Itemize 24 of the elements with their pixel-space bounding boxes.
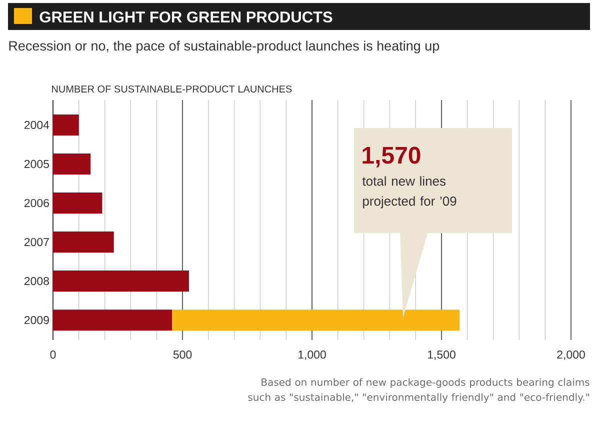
bar: [172, 310, 460, 331]
y-tick-label: 2005: [24, 160, 49, 168]
bar: [53, 114, 79, 136]
y-tick-label: 2009: [24, 316, 49, 324]
x-tick-label: 1,500: [428, 350, 456, 360]
y-tick-label: 2004: [24, 120, 50, 130]
bar: [53, 153, 91, 175]
y-tick-label: 2007: [24, 238, 49, 246]
bar: [53, 310, 172, 331]
chart-title: GREEN LIGHT FOR GREEN PRODUCTS: [40, 12, 332, 22]
annotation: total new lines projected for ’09: [362, 176, 456, 208]
x-tick-label: 0: [50, 350, 56, 359]
bar: [53, 270, 189, 292]
bar: [53, 192, 102, 214]
x-tick-label: 1,000: [298, 350, 326, 360]
x-axis-title: NUMBER OF SUSTAINABLE-PRODUCT LAUNCHES: [52, 85, 292, 93]
y-tick-label: 2008: [24, 277, 49, 286]
annotation: 1,570: [362, 146, 420, 168]
y-tick-label: 2006: [24, 198, 49, 208]
text: Based on number of new package-goods products bearing claims such as "sustainable," "environmentally friendly" and "eco-friendly.": [248, 378, 590, 403]
bar: [53, 232, 114, 253]
x-tick-label: 2,000: [557, 350, 585, 360]
x-tick-label: 500: [173, 350, 192, 359]
chart-subtitle: Recession or no, the pace of sustainable-product launches is heating up: [9, 40, 440, 54]
